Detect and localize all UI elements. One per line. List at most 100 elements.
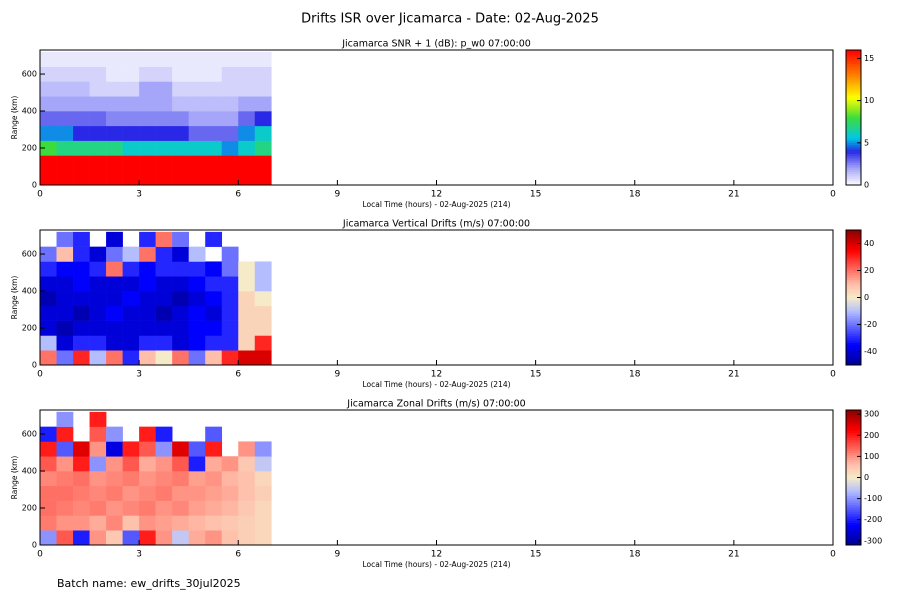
heatmap-cell bbox=[188, 170, 206, 186]
heatmap-cell bbox=[238, 530, 256, 546]
heatmap-cell bbox=[172, 350, 189, 366]
x-tick-label: 15 bbox=[530, 550, 541, 560]
heatmap-cell bbox=[172, 51, 189, 67]
x-tick-label: 12 bbox=[431, 550, 442, 560]
heatmap-cell bbox=[122, 170, 140, 186]
heatmap-cell bbox=[122, 111, 140, 127]
heatmap-cell bbox=[139, 485, 156, 501]
heatmap-cell bbox=[40, 456, 57, 472]
colorbar-segment bbox=[846, 522, 861, 526]
colorbar-segment bbox=[846, 140, 861, 143]
heatmap-cell bbox=[122, 441, 140, 457]
x-tick-label: 6 bbox=[235, 370, 241, 380]
heatmap-cell bbox=[56, 320, 74, 336]
heatmap-cell bbox=[221, 261, 239, 277]
heatmap-cell bbox=[155, 320, 173, 336]
heatmap-cell bbox=[188, 96, 206, 112]
heatmap-cell bbox=[139, 515, 156, 531]
heatmap-cell bbox=[106, 96, 123, 112]
heatmap-cell bbox=[172, 335, 189, 351]
heatmap-cell bbox=[172, 485, 189, 501]
heatmap-cell bbox=[106, 350, 123, 366]
colorbar-segment bbox=[846, 466, 861, 469]
heatmap-cell bbox=[254, 320, 272, 336]
heatmap-cell bbox=[205, 305, 223, 321]
x-tick-label: 15 bbox=[530, 370, 541, 380]
heatmap-cell bbox=[73, 125, 90, 141]
heatmap-cell bbox=[56, 456, 74, 472]
colorbar-segment bbox=[846, 506, 861, 510]
heatmap-cell bbox=[89, 426, 107, 442]
y-tick-label: 600 bbox=[22, 430, 37, 439]
heatmap-cell bbox=[56, 305, 74, 321]
heatmap-cell bbox=[139, 246, 156, 262]
colorbar-segment bbox=[846, 259, 861, 262]
colorbar-segment bbox=[846, 104, 861, 107]
x-tick-label: 0 bbox=[830, 190, 836, 200]
colorbar-segment bbox=[846, 313, 861, 316]
heatmap-cell bbox=[122, 125, 140, 141]
y-tick-label: 200 bbox=[22, 144, 37, 153]
heatmap-cell bbox=[106, 261, 123, 277]
colorbar-segment bbox=[846, 351, 861, 355]
heatmap-cell bbox=[56, 111, 74, 127]
heatmap-cell bbox=[89, 140, 107, 156]
colorbar-segment bbox=[846, 353, 861, 357]
heatmap-cell bbox=[188, 335, 206, 351]
heatmap-cell bbox=[106, 515, 123, 531]
x-tick-label: 18 bbox=[629, 190, 641, 200]
colorbar-segment bbox=[846, 151, 861, 154]
colorbar-segment bbox=[846, 70, 861, 73]
heatmap-cell bbox=[89, 125, 107, 141]
colorbar-segment bbox=[846, 306, 861, 310]
colorbar-segment bbox=[846, 468, 861, 472]
heatmap-cell bbox=[221, 291, 239, 307]
heatmap-cell bbox=[205, 485, 223, 501]
heatmap-cell bbox=[139, 155, 156, 171]
colorbar-segment bbox=[846, 230, 861, 233]
colorbar-segment bbox=[846, 101, 861, 105]
colorbar-segment bbox=[846, 311, 861, 314]
heatmap-cell bbox=[40, 441, 57, 457]
heatmap-cell bbox=[40, 320, 57, 336]
heatmap-cell bbox=[188, 291, 206, 307]
y-tick-label: 600 bbox=[22, 70, 37, 79]
heatmap-cell bbox=[221, 515, 239, 531]
heatmap-cell bbox=[89, 411, 107, 427]
heatmap-cell bbox=[221, 51, 239, 67]
heatmap-cell bbox=[106, 111, 123, 127]
heatmap-cell bbox=[106, 246, 123, 262]
heatmap-cell bbox=[56, 276, 74, 292]
colorbar-segment bbox=[846, 254, 861, 258]
colorbar-segment bbox=[846, 83, 861, 87]
colorbar-segment bbox=[846, 500, 861, 503]
y-axis-label: Range (km) bbox=[10, 456, 19, 500]
heatmap-cell bbox=[139, 111, 156, 127]
colorbar-segment bbox=[846, 529, 861, 532]
heatmap-cell bbox=[254, 530, 272, 546]
y-tick-label: 600 bbox=[22, 250, 37, 259]
colorbar-segment bbox=[846, 86, 861, 89]
colorbar-segment bbox=[846, 90, 861, 94]
colorbar-segment bbox=[846, 439, 861, 442]
colorbar-segment bbox=[846, 338, 861, 341]
heatmap-cell bbox=[73, 515, 90, 531]
heatmap-cell bbox=[40, 335, 57, 351]
x-tick-label: 9 bbox=[335, 550, 341, 560]
heatmap-cell bbox=[205, 81, 223, 97]
heatmap-cell bbox=[89, 305, 107, 321]
colorbar-segment bbox=[846, 446, 861, 449]
heatmap-cell bbox=[254, 500, 272, 516]
heatmap-cell bbox=[238, 515, 256, 531]
heatmap-cell bbox=[73, 81, 90, 97]
heatmap-cell bbox=[254, 350, 272, 366]
heatmap-cell bbox=[73, 140, 90, 156]
colorbar-segment bbox=[846, 110, 861, 114]
colorbar-tick-label: -300 bbox=[864, 536, 882, 545]
colorbar-segment bbox=[846, 153, 861, 157]
colorbar-segment bbox=[846, 488, 861, 492]
colorbar-segment bbox=[846, 322, 861, 325]
colorbar-segment bbox=[846, 124, 861, 127]
heatmap-cell bbox=[205, 350, 223, 366]
heatmap-cell bbox=[40, 140, 57, 156]
